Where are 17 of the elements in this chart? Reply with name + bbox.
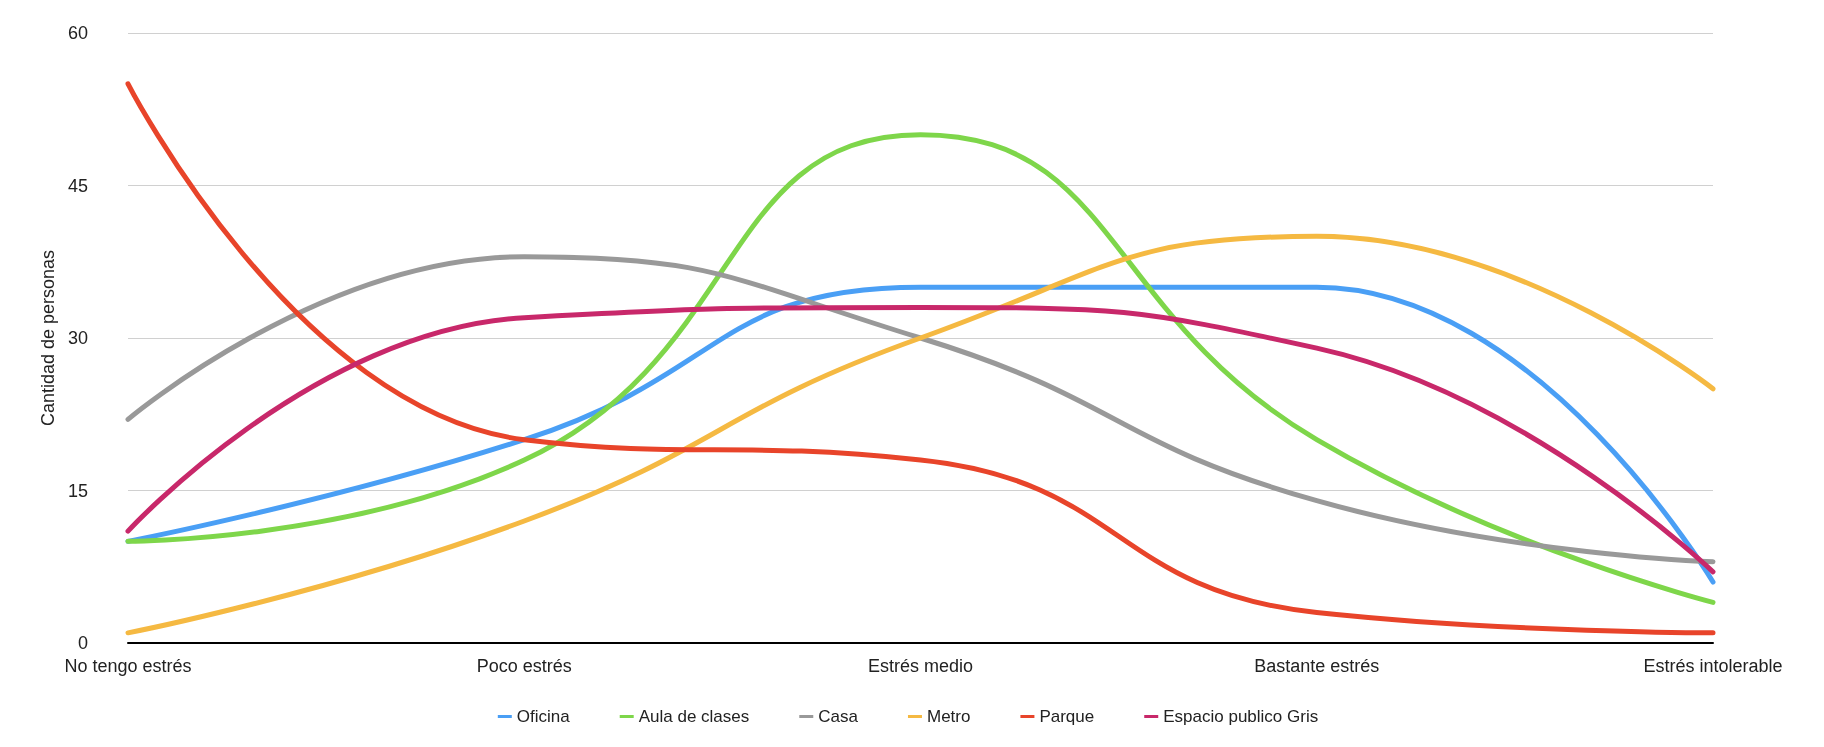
y-tick-label: 45 bbox=[67, 175, 88, 196]
legend-label: Oficina bbox=[516, 707, 571, 726]
x-tick-label: Estrés intolerable bbox=[1643, 656, 1783, 676]
y-tick-label: 15 bbox=[67, 480, 88, 501]
y-tick-label: 30 bbox=[67, 328, 88, 348]
y-tick-label: 60 bbox=[67, 23, 88, 43]
x-tick-label: Estrés medio bbox=[867, 656, 974, 676]
y-tick-label: 0 bbox=[77, 633, 88, 653]
x-tick-label: Poco estrés bbox=[476, 656, 572, 676]
y-axis-title: Cantidad de personas bbox=[38, 249, 59, 427]
x-tick-label: Bastante estrés bbox=[1254, 656, 1380, 676]
legend-label: Metro bbox=[926, 707, 971, 726]
legend-label: Espacio publico Gris bbox=[1163, 707, 1319, 726]
legend-label: Casa bbox=[818, 707, 859, 726]
x-tick-label: No tengo estrés bbox=[64, 656, 192, 676]
legend-label: Parque bbox=[1039, 707, 1095, 726]
legend-label: Aula de clases bbox=[638, 707, 750, 726]
